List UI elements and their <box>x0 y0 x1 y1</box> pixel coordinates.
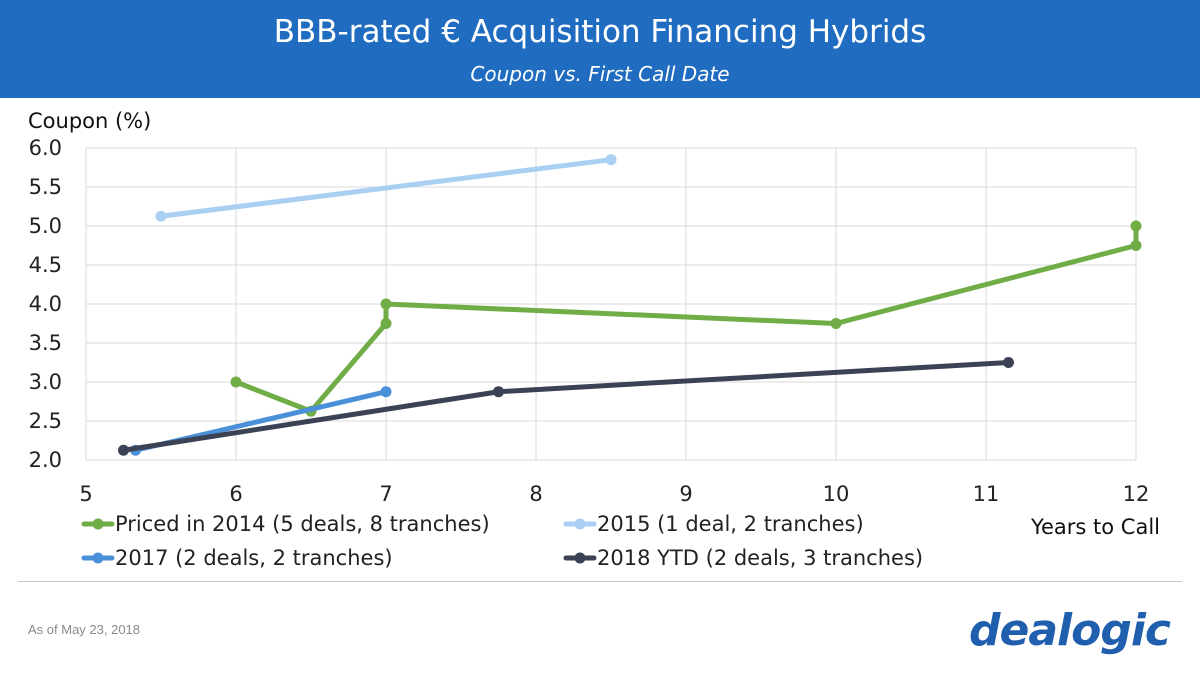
data-point <box>380 386 392 398</box>
legend-swatch-marker <box>574 518 586 530</box>
y-tick-label: 4.5 <box>29 253 62 277</box>
chart-series <box>118 154 1142 456</box>
legend-label: 2015 (1 deal, 2 tranches) <box>597 512 864 536</box>
series-line <box>158 157 614 219</box>
x-tick-label: 11 <box>973 482 1000 506</box>
data-point <box>380 298 392 310</box>
y-tick-label: 2.0 <box>29 448 62 472</box>
y-tick-label: 6.0 <box>29 136 62 160</box>
footer-divider <box>18 581 1182 582</box>
y-axis-ticks: 2.0 2.5 3.0 3.5 4.0 4.5 5.0 5.5 6.0 <box>29 136 62 472</box>
data-point <box>830 318 842 329</box>
data-point <box>118 444 129 456</box>
data-point <box>380 318 392 329</box>
y-tick-label: 3.5 <box>29 331 62 355</box>
x-axis-ticks: 5 6 7 8 9 10 11 12 <box>79 482 1149 506</box>
legend-label: Priced in 2014 (5 deals, 8 tranches) <box>115 512 490 536</box>
chart-subtitle: Coupon vs. First Call Date <box>470 62 730 86</box>
x-axis-label: Years to Call <box>1030 515 1160 539</box>
data-point <box>1130 240 1142 251</box>
y-tick-label: 5.5 <box>29 175 62 199</box>
data-point <box>1003 357 1014 368</box>
series-2 <box>155 154 617 222</box>
line-chart: 2.02.53.03.54.04.55.05.56.0 5 6 7 8 9 10 11 12 … <box>28 109 1160 570</box>
as-of-date: As of May 23, 2018 <box>28 622 141 637</box>
dealogic-logo: dealogic <box>969 605 1171 656</box>
chart-legend: Priced in 2014 (5 deals, 8 tranches) 2015… <box>81 512 923 570</box>
series-line <box>121 360 1011 453</box>
legend-item: Priced in 2014 (5 deals, 8 tranches) <box>81 512 490 536</box>
x-tick-label: 8 <box>529 482 542 506</box>
legend-swatch-marker <box>574 552 586 564</box>
legend-item: 2015 (1 deal, 2 tranches) <box>563 512 864 536</box>
x-tick-label: 7 <box>379 482 392 506</box>
data-point <box>493 386 504 398</box>
x-tick-label: 6 <box>229 482 242 506</box>
data-point <box>155 210 167 222</box>
header-banner: BBB-rated € Acquisition Financing Hybrid… <box>0 0 1200 98</box>
y-tick-label: 4.0 <box>29 292 62 316</box>
x-tick-label: 10 <box>823 482 850 506</box>
legend-swatch-marker <box>92 518 104 530</box>
legend-swatch-marker <box>92 552 104 564</box>
chart-title: BBB-rated € Acquisition Financing Hybrid… <box>273 14 927 50</box>
x-tick-label: 9 <box>679 482 692 506</box>
data-point <box>230 376 242 388</box>
legend-item: 2018 YTD (2 deals, 3 tranches) <box>563 546 923 570</box>
y-tick-label: 3.0 <box>29 370 62 394</box>
chart-grid <box>85 147 1137 461</box>
x-tick-label: 5 <box>79 482 92 506</box>
y-axis-label: Coupon (%) <box>28 109 151 133</box>
legend-item: 2017 (2 deals, 2 tranches) <box>81 546 393 570</box>
y-tick-label: 2.5 <box>29 409 62 433</box>
data-point <box>1130 220 1142 232</box>
x-tick-label: 12 <box>1123 482 1150 506</box>
data-point <box>605 154 617 166</box>
series-4 <box>118 357 1014 456</box>
y-tick-label: 5.0 <box>29 214 62 238</box>
legend-label: 2018 YTD (2 deals, 3 tranches) <box>597 546 923 570</box>
legend-label: 2017 (2 deals, 2 tranches) <box>115 546 393 570</box>
